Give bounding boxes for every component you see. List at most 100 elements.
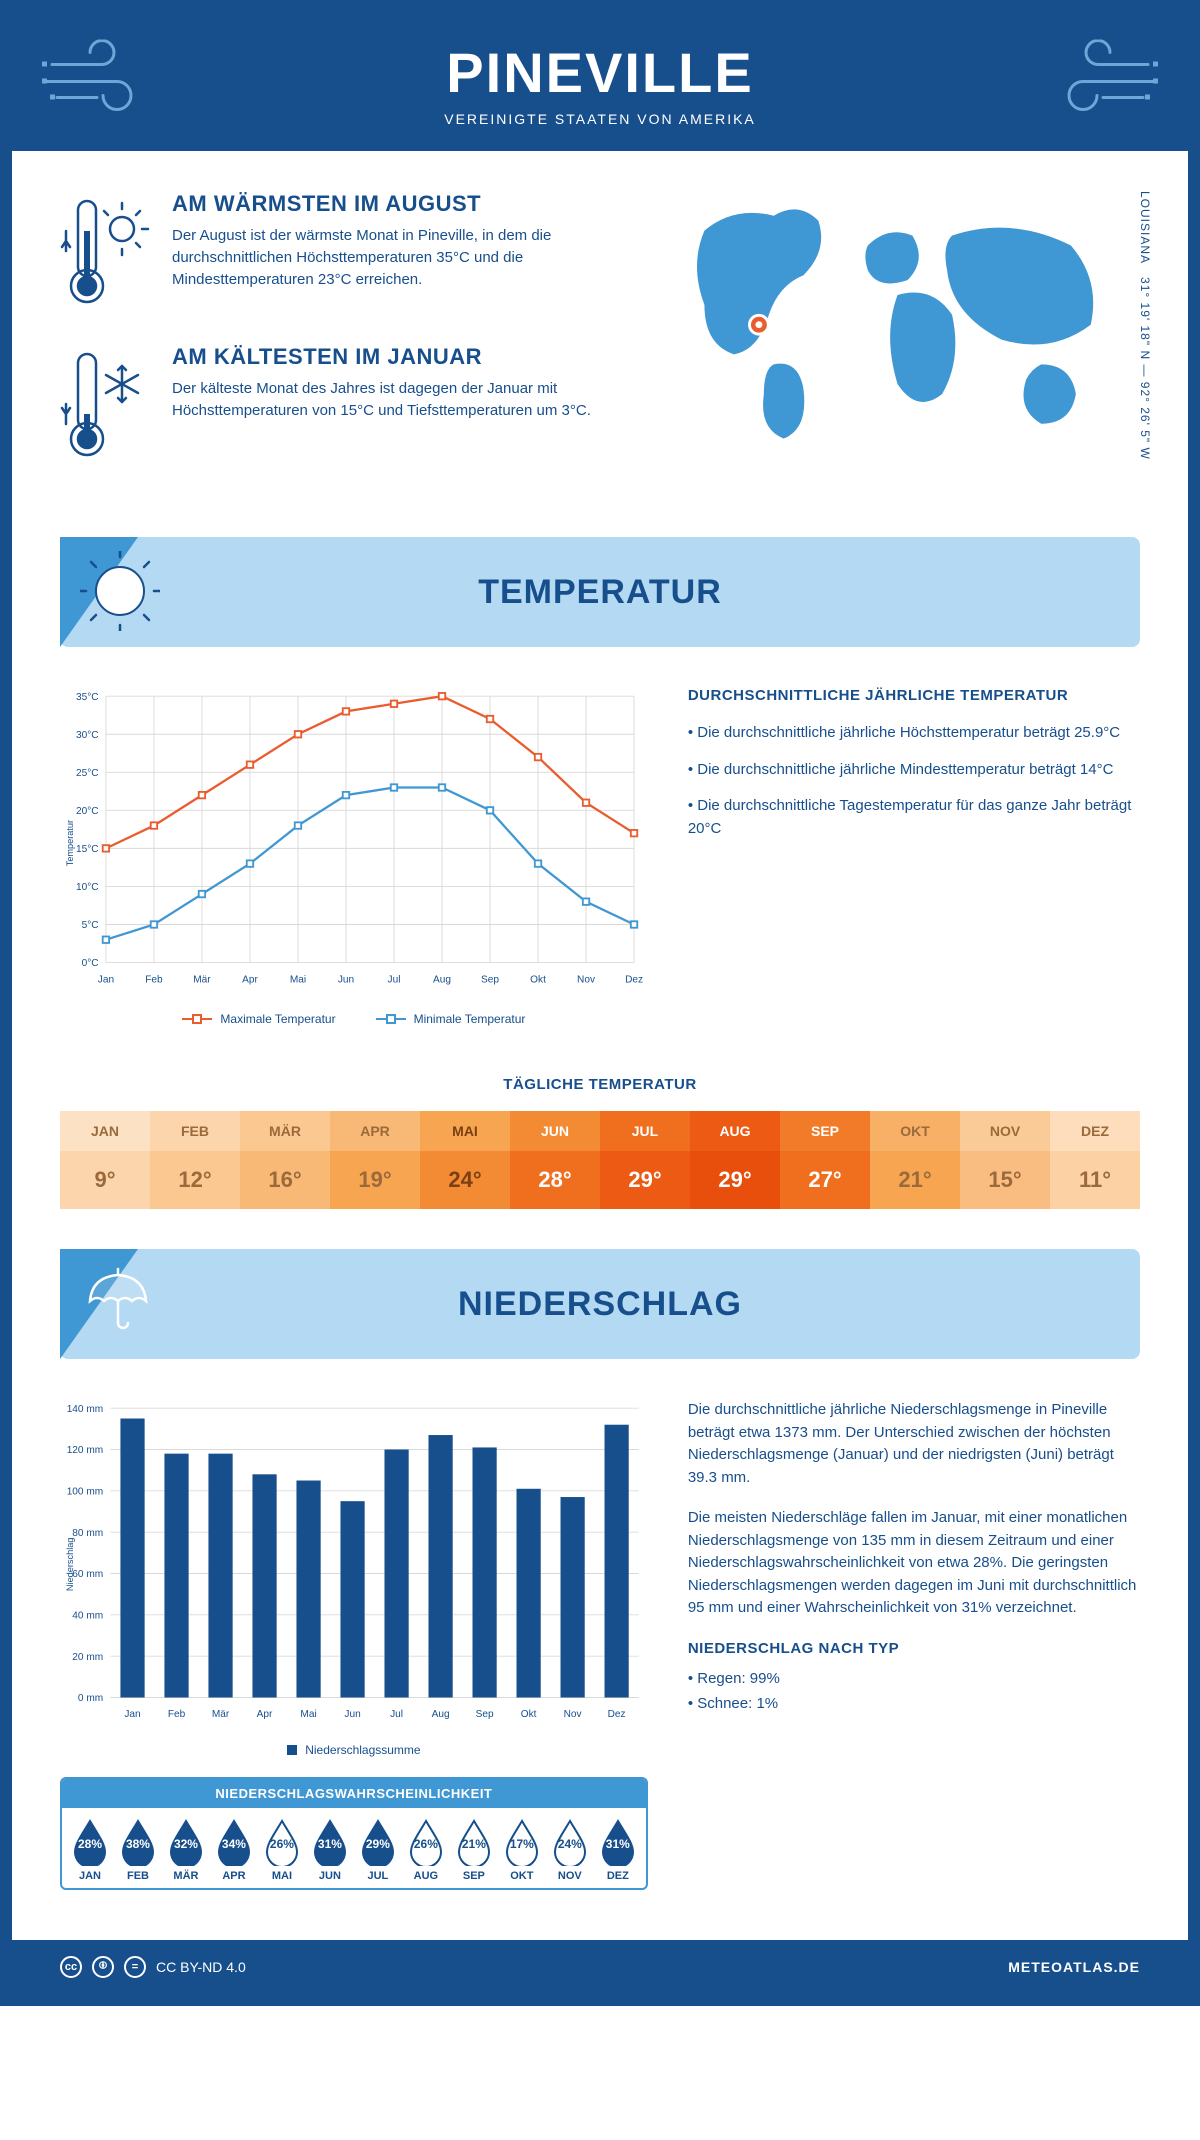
svg-text:Nov: Nov [577, 975, 596, 986]
intro-section: AM WÄRMSTEN IM AUGUST Der August ist der… [12, 151, 1188, 527]
svg-text:20°C: 20°C [76, 806, 99, 817]
nd-icon: = [124, 1956, 146, 1978]
probability-cell: 29%JUL [354, 1818, 402, 1882]
temp-cell: SEP27° [780, 1111, 870, 1209]
probability-cell: 21%SEP [450, 1818, 498, 1882]
svg-text:Jun: Jun [344, 1709, 360, 1720]
temp-cell: MÄR16° [240, 1111, 330, 1209]
by-icon: 🅯 [92, 1956, 114, 1978]
probability-cell: 26%MAI [258, 1818, 306, 1882]
precipitation-bar-chart: 0 mm 20 mm 40 mm 60 mm 80 mm 100 mm 120 mm 140 … [60, 1399, 648, 1730]
svg-text:35°C: 35°C [76, 692, 99, 703]
probability-cell: 31%JUN [306, 1818, 354, 1882]
precip-summary: Die durchschnittliche jährliche Niedersc… [688, 1399, 1140, 1890]
probability-cell: 38%FEB [114, 1818, 162, 1882]
svg-text:Jul: Jul [390, 1709, 403, 1720]
probability-title: NIEDERSCHLAGSWAHRSCHEINLICHKEIT [62, 1779, 646, 1808]
fact-warmest: AM WÄRMSTEN IM AUGUST Der August ist der… [60, 191, 605, 316]
temperature-line-chart: 0°C5°C10°C15°C20°C25°C30°C35°CJanFebMärA… [60, 687, 648, 1026]
section-title: TEMPERATUR [478, 573, 722, 612]
probability-cell: 24%NOV [546, 1818, 594, 1882]
svg-text:Dez: Dez [608, 1709, 626, 1720]
svg-text:25°C: 25°C [76, 768, 99, 779]
svg-text:Temperatur: Temperatur [65, 820, 75, 866]
svg-text:0°C: 0°C [82, 958, 99, 969]
cc-icon: cc [60, 1956, 82, 1978]
probability-cell: 32%MÄR [162, 1818, 210, 1882]
wind-icon [42, 39, 152, 124]
section-banner-temperature: TEMPERATUR [60, 537, 1140, 647]
fact-text: Der kälteste Monat des Jahres ist dagege… [172, 378, 605, 422]
chart-legend: Niederschlagssumme [60, 1743, 648, 1757]
svg-text:30°C: 30°C [76, 730, 99, 741]
probability-cell: 17%OKT [498, 1818, 546, 1882]
thermometer-hot-icon [60, 191, 152, 316]
chart-legend: .legend-item:nth-child(1) .legend-line::… [60, 1012, 648, 1026]
svg-text:Apr: Apr [242, 975, 258, 986]
probability-cell: 28%JAN [66, 1818, 114, 1882]
svg-text:Jun: Jun [338, 975, 354, 986]
svg-text:Okt: Okt [530, 975, 546, 986]
probability-cell: 26%AUG [402, 1818, 450, 1882]
temp-cell: MAI24° [420, 1111, 510, 1209]
svg-text:Niederschlag: Niederschlag [65, 1538, 75, 1592]
temp-cell: JAN9° [60, 1111, 150, 1209]
temp-cell: AUG29° [690, 1111, 780, 1209]
section-title: NIEDERSCHLAG [458, 1285, 742, 1324]
coordinates: LOUISIANA 31° 19' 18" N — 92° 26' 5" W [1138, 191, 1152, 460]
svg-text:60 mm: 60 mm [72, 1569, 103, 1580]
site-name: METEOATLAS.DE [1008, 1959, 1140, 1975]
svg-text:Okt: Okt [521, 1709, 537, 1720]
temp-cell: OKT21° [870, 1111, 960, 1209]
svg-text:15°C: 15°C [76, 844, 99, 855]
temperature-summary: DURCHSCHNITTLICHE JÄHRLICHE TEMPERATUR •… [688, 687, 1140, 1026]
infographic-page: PINEVILLE VEREINIGTE STAATEN VON AMERIKA… [0, 0, 1200, 2006]
fact-title: AM WÄRMSTEN IM AUGUST [172, 191, 605, 217]
precip-probability-box: NIEDERSCHLAGSWAHRSCHEINLICHKEIT 28%JAN38… [60, 1777, 648, 1890]
svg-text:140 mm: 140 mm [67, 1404, 103, 1415]
sun-icon [80, 551, 160, 636]
temp-cell: APR19° [330, 1111, 420, 1209]
umbrella-icon [80, 1263, 156, 1344]
svg-text:100 mm: 100 mm [67, 1487, 103, 1498]
section-banner-precip: NIEDERSCHLAG [60, 1249, 1140, 1359]
svg-text:10°C: 10°C [76, 882, 99, 893]
temp-cell: DEZ11° [1050, 1111, 1140, 1209]
svg-text:0 mm: 0 mm [78, 1693, 103, 1704]
svg-text:Mär: Mär [212, 1709, 230, 1720]
fact-text: Der August ist der wärmste Monat in Pine… [172, 225, 605, 290]
svg-text:Feb: Feb [168, 1709, 186, 1720]
probability-cell: 34%APR [210, 1818, 258, 1882]
temp-cell: NOV15° [960, 1111, 1050, 1209]
svg-text:Mai: Mai [290, 975, 306, 986]
svg-text:80 mm: 80 mm [72, 1528, 103, 1539]
svg-text:Dez: Dez [625, 975, 643, 986]
page-title: PINEVILLE [12, 40, 1188, 105]
svg-text:Sep: Sep [481, 975, 499, 986]
svg-text:Jul: Jul [388, 975, 401, 986]
daily-temp-table: JAN9°FEB12°MÄR16°APR19°MAI24°JUN28°JUL29… [60, 1111, 1140, 1209]
svg-text:120 mm: 120 mm [67, 1445, 103, 1456]
header: PINEVILLE VEREINIGTE STAATEN VON AMERIKA [12, 12, 1188, 151]
wind-icon [1048, 39, 1158, 124]
svg-text:Apr: Apr [257, 1709, 273, 1720]
temp-cell: JUL29° [600, 1111, 690, 1209]
svg-text:Aug: Aug [432, 1709, 450, 1720]
footer: cc 🅯 = CC BY-ND 4.0 METEOATLAS.DE [12, 1940, 1188, 1994]
page-subtitle: VEREINIGTE STAATEN VON AMERIKA [12, 111, 1188, 127]
svg-text:40 mm: 40 mm [72, 1611, 103, 1622]
svg-text:Sep: Sep [476, 1709, 494, 1720]
svg-text:Mai: Mai [300, 1709, 316, 1720]
svg-text:20 mm: 20 mm [72, 1652, 103, 1663]
temp-cell: FEB12° [150, 1111, 240, 1209]
thermometer-cold-icon [60, 344, 152, 469]
svg-text:Jan: Jan [124, 1709, 140, 1720]
probability-cell: 31%DEZ [594, 1818, 642, 1882]
daily-temp-title: TÄGLICHE TEMPERATUR [12, 1076, 1188, 1093]
temp-cell: JUN28° [510, 1111, 600, 1209]
svg-text:Aug: Aug [433, 975, 451, 986]
world-map-icon [645, 191, 1140, 449]
license-text: CC BY-ND 4.0 [156, 1959, 246, 1975]
svg-text:Mär: Mär [193, 975, 211, 986]
svg-text:Jan: Jan [98, 975, 114, 986]
